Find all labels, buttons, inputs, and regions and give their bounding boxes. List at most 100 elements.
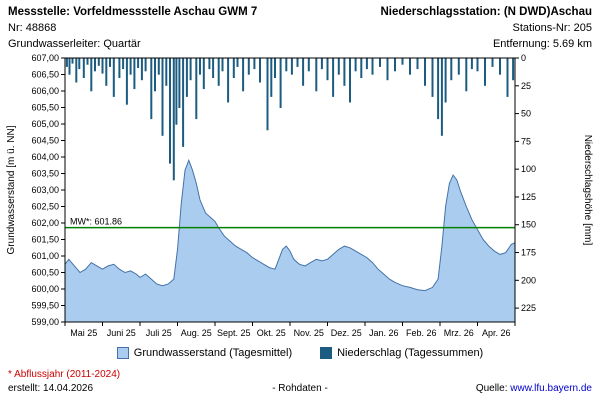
left-tick-label: 602,00: [31, 218, 59, 228]
precip-bar: [109, 58, 111, 67]
precip-bar: [242, 58, 245, 92]
precip-bar: [253, 58, 256, 70]
precip-bar: [154, 58, 156, 92]
measuring-point-number: Nr: 48868: [8, 22, 57, 34]
precip-bar: [217, 58, 220, 86]
precip-bar: [165, 58, 168, 86]
precip-bar: [360, 58, 363, 78]
precip-bar: [424, 58, 426, 86]
left-tick-label: 602,50: [31, 202, 59, 212]
left-tick-label: 603,00: [31, 185, 59, 195]
precip-bar: [465, 58, 468, 92]
right-tick-label: 150: [521, 220, 536, 230]
raw-data-label: - Rohdaten -: [272, 383, 328, 394]
precip-bar: [285, 58, 288, 72]
precip-bar: [212, 58, 215, 78]
legend-groundwater-label: Grundwasserstand (Tagesmittel): [133, 347, 293, 359]
precip-bar: [122, 58, 125, 70]
precip-bar: [236, 58, 239, 67]
precip-bar: [274, 58, 276, 78]
left-tick-label: 599,50: [31, 301, 59, 311]
precip-bar: [416, 58, 419, 70]
precip-bar: [371, 58, 374, 75]
precip-bar: [296, 58, 299, 67]
precip-bar: [118, 58, 121, 78]
precip-bar: [307, 58, 310, 72]
precip-bar: [444, 58, 447, 103]
precip-bar: [75, 58, 78, 83]
precip-bar: [386, 58, 389, 81]
station-info-left: Messstelle: Vorfeldmessstelle Aschau GWM…: [8, 5, 257, 51]
precip-bar: [332, 58, 335, 97]
header: Messstelle: Vorfeldmessstelle Aschau GWM…: [8, 5, 592, 51]
month-label: Sept. 25: [217, 328, 251, 338]
precip-bar: [182, 58, 185, 147]
precip-bar: [326, 58, 329, 81]
right-tick-label: 0: [521, 53, 526, 63]
groundwater-area: [64, 158, 516, 323]
aquifer-label: Grundwasserleiter: Quartär: [8, 38, 141, 50]
left-tick-label: 605,50: [31, 103, 59, 113]
precip-bar: [401, 58, 404, 65]
precip-bar: [208, 58, 211, 70]
precip-bar: [320, 58, 323, 70]
source-link[interactable]: www.lfu.bayern.de: [510, 383, 592, 394]
precip-bar: [440, 58, 443, 136]
precip-bar: [259, 58, 261, 83]
precipitation-station-number: Stations-Nr: 205: [512, 22, 592, 34]
mw-line-label: MW*: 601.86: [70, 217, 122, 227]
precip-bar: [394, 58, 396, 72]
precipitation-swatch-icon: [320, 347, 333, 359]
right-tick-label: 25: [521, 81, 531, 91]
measuring-point-title: Messstelle: Vorfeldmessstelle Aschau GWM…: [8, 6, 258, 18]
month-label: Mai 25: [70, 328, 97, 338]
precip-bar: [90, 58, 93, 92]
month-label: Feb. 26: [406, 328, 437, 338]
precip-bar: [365, 58, 368, 70]
right-tick-label: 50: [521, 109, 531, 119]
precip-bar: [202, 58, 205, 90]
precip-bar: [470, 58, 473, 70]
right-tick-label: 125: [521, 192, 536, 202]
precip-bar: [266, 58, 269, 131]
precipitation-station-title: Niederschlagsstation: (N DWD)Aschau: [380, 6, 592, 18]
precip-bar: [315, 58, 318, 92]
precip-bar: [82, 58, 85, 78]
precip-bar: [129, 58, 132, 75]
precip-bar: [112, 58, 115, 97]
right-tick-label: 200: [521, 275, 536, 285]
precip-bar: [137, 58, 140, 68]
left-tick-label: 604,00: [31, 152, 59, 162]
source: Quelle: www.lfu.bayern.de: [476, 383, 592, 394]
left-tick-label: 600,00: [31, 284, 59, 294]
left-tick-label: 606,50: [31, 70, 59, 80]
right-tick-label: 175: [521, 248, 536, 258]
left-tick-label: 601,00: [31, 251, 59, 261]
precip-bar: [354, 58, 357, 72]
precip-bar: [178, 58, 181, 108]
right-tick-label: 225: [521, 303, 536, 313]
groundwater-swatch-icon: [116, 347, 129, 359]
month-label: Okt. 25: [257, 328, 286, 338]
legend-precipitation-label: Niederschlag (Tagessummen): [337, 347, 484, 359]
distance-label: Entfernung: 5.69 km: [492, 38, 592, 50]
precip-bar: [290, 58, 293, 75]
precip-bar: [279, 58, 282, 108]
precip-bar: [349, 58, 351, 103]
precip-bar: [491, 58, 494, 67]
precip-bar: [343, 58, 346, 86]
month-label: Dez. 25: [331, 328, 362, 338]
precip-bar: [185, 58, 188, 97]
precip-bar: [125, 58, 128, 105]
precip-bar: [512, 58, 515, 81]
precip-bar: [133, 58, 136, 90]
precip-bar: [499, 58, 501, 75]
precip-bar: [484, 58, 486, 86]
precip-bar: [65, 58, 68, 67]
precip-bar: [161, 58, 164, 136]
left-tick-label: 600,50: [31, 268, 59, 278]
right-axis-title: Niederschlagshöhe [mm]: [582, 135, 593, 246]
right-tick-label: 100: [521, 164, 536, 174]
month-label: Apr. 26: [482, 328, 511, 338]
precip-bar: [78, 58, 81, 70]
